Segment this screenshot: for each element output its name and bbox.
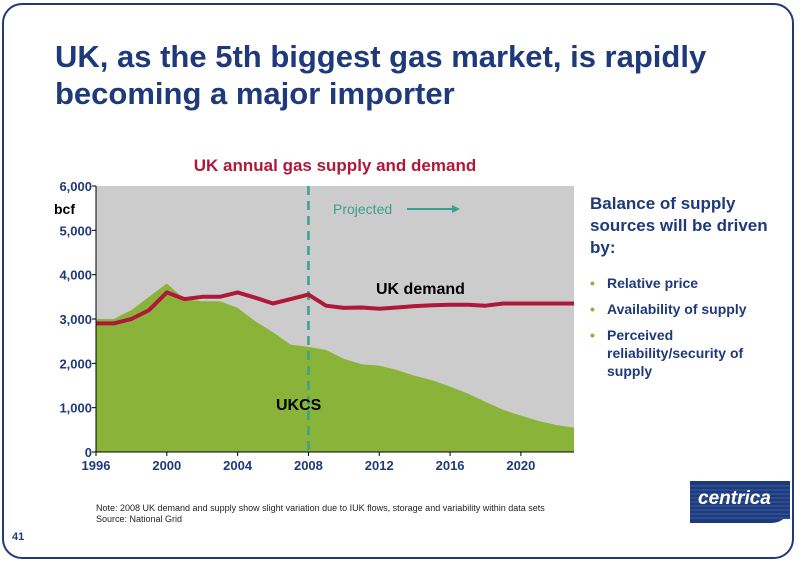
uk-demand-series-label: UK demand (376, 281, 465, 298)
sidebar-heading: Balance of supply sources will be driven… (590, 194, 768, 257)
bullet-text: Relative price (607, 275, 699, 291)
ukcs-series-label: UKCS (276, 397, 322, 414)
logo-stripes (690, 485, 790, 519)
x-tick-label: 2012 (365, 458, 394, 473)
uk-demand-line (96, 290, 574, 326)
chart-title: UK annual gas supply and demand (193, 156, 477, 175)
x-tick-label: 2016 (436, 458, 465, 473)
bullet-dot-icon: • (590, 275, 595, 291)
y-tick-label: 5,000 (59, 223, 92, 238)
y-tick-label: 0 (85, 445, 92, 460)
centrica-logo: centrica (690, 481, 790, 523)
x-axis: 1996 2000 2004 2008 2012 2016 2020 (82, 451, 574, 473)
page-number: 41 (12, 531, 25, 543)
y-tick-label: 3,000 (59, 312, 92, 327)
bullet-dot-icon: • (590, 301, 595, 317)
slide-frame (2, 3, 794, 559)
x-tick-label: 2008 (294, 458, 323, 473)
ukcs-area (96, 283, 574, 452)
x-tick-label: 2020 (506, 458, 535, 473)
x-tick-label: 2004 (223, 458, 253, 473)
y-axis: 0 1,000 2,000 3,000 4,000 5,000 6,000 (59, 179, 97, 460)
logo-text: centrica (698, 488, 771, 509)
projected-arrow (407, 205, 460, 213)
y-tick-label: 4,000 (59, 268, 92, 283)
slide-title: UK, as the 5th biggest gas market, is ra… (55, 39, 707, 111)
bullet-text: Availability of supply (607, 301, 747, 317)
bullet-text: Perceived reliability/security of supply (607, 327, 744, 379)
bullet-reliability: • Perceived reliability/security of suppl… (590, 326, 790, 380)
y-tick-label: 1,000 (59, 401, 92, 416)
source-text: Source: National Grid (96, 514, 183, 524)
x-tick-label: 1996 (82, 458, 111, 473)
bullet-dot-icon: • (590, 327, 595, 343)
note-text: Note: 2008 UK demand and supply show sli… (96, 503, 545, 513)
chart-note: Note: 2008 UK demand and supply show sli… (96, 503, 576, 525)
projected-label: Projected (333, 201, 392, 217)
sidebar-bullet-list: • Relative price • Availability of supply … (590, 274, 790, 388)
bullet-availability: • Availability of supply (590, 300, 790, 318)
y-tick-label: 2,000 (59, 356, 92, 371)
y-axis-label: bcf (54, 201, 75, 217)
y-tick-label: 6,000 (59, 179, 92, 194)
x-tick-label: 2000 (152, 458, 181, 473)
bullet-relative-price: • Relative price (590, 274, 790, 292)
